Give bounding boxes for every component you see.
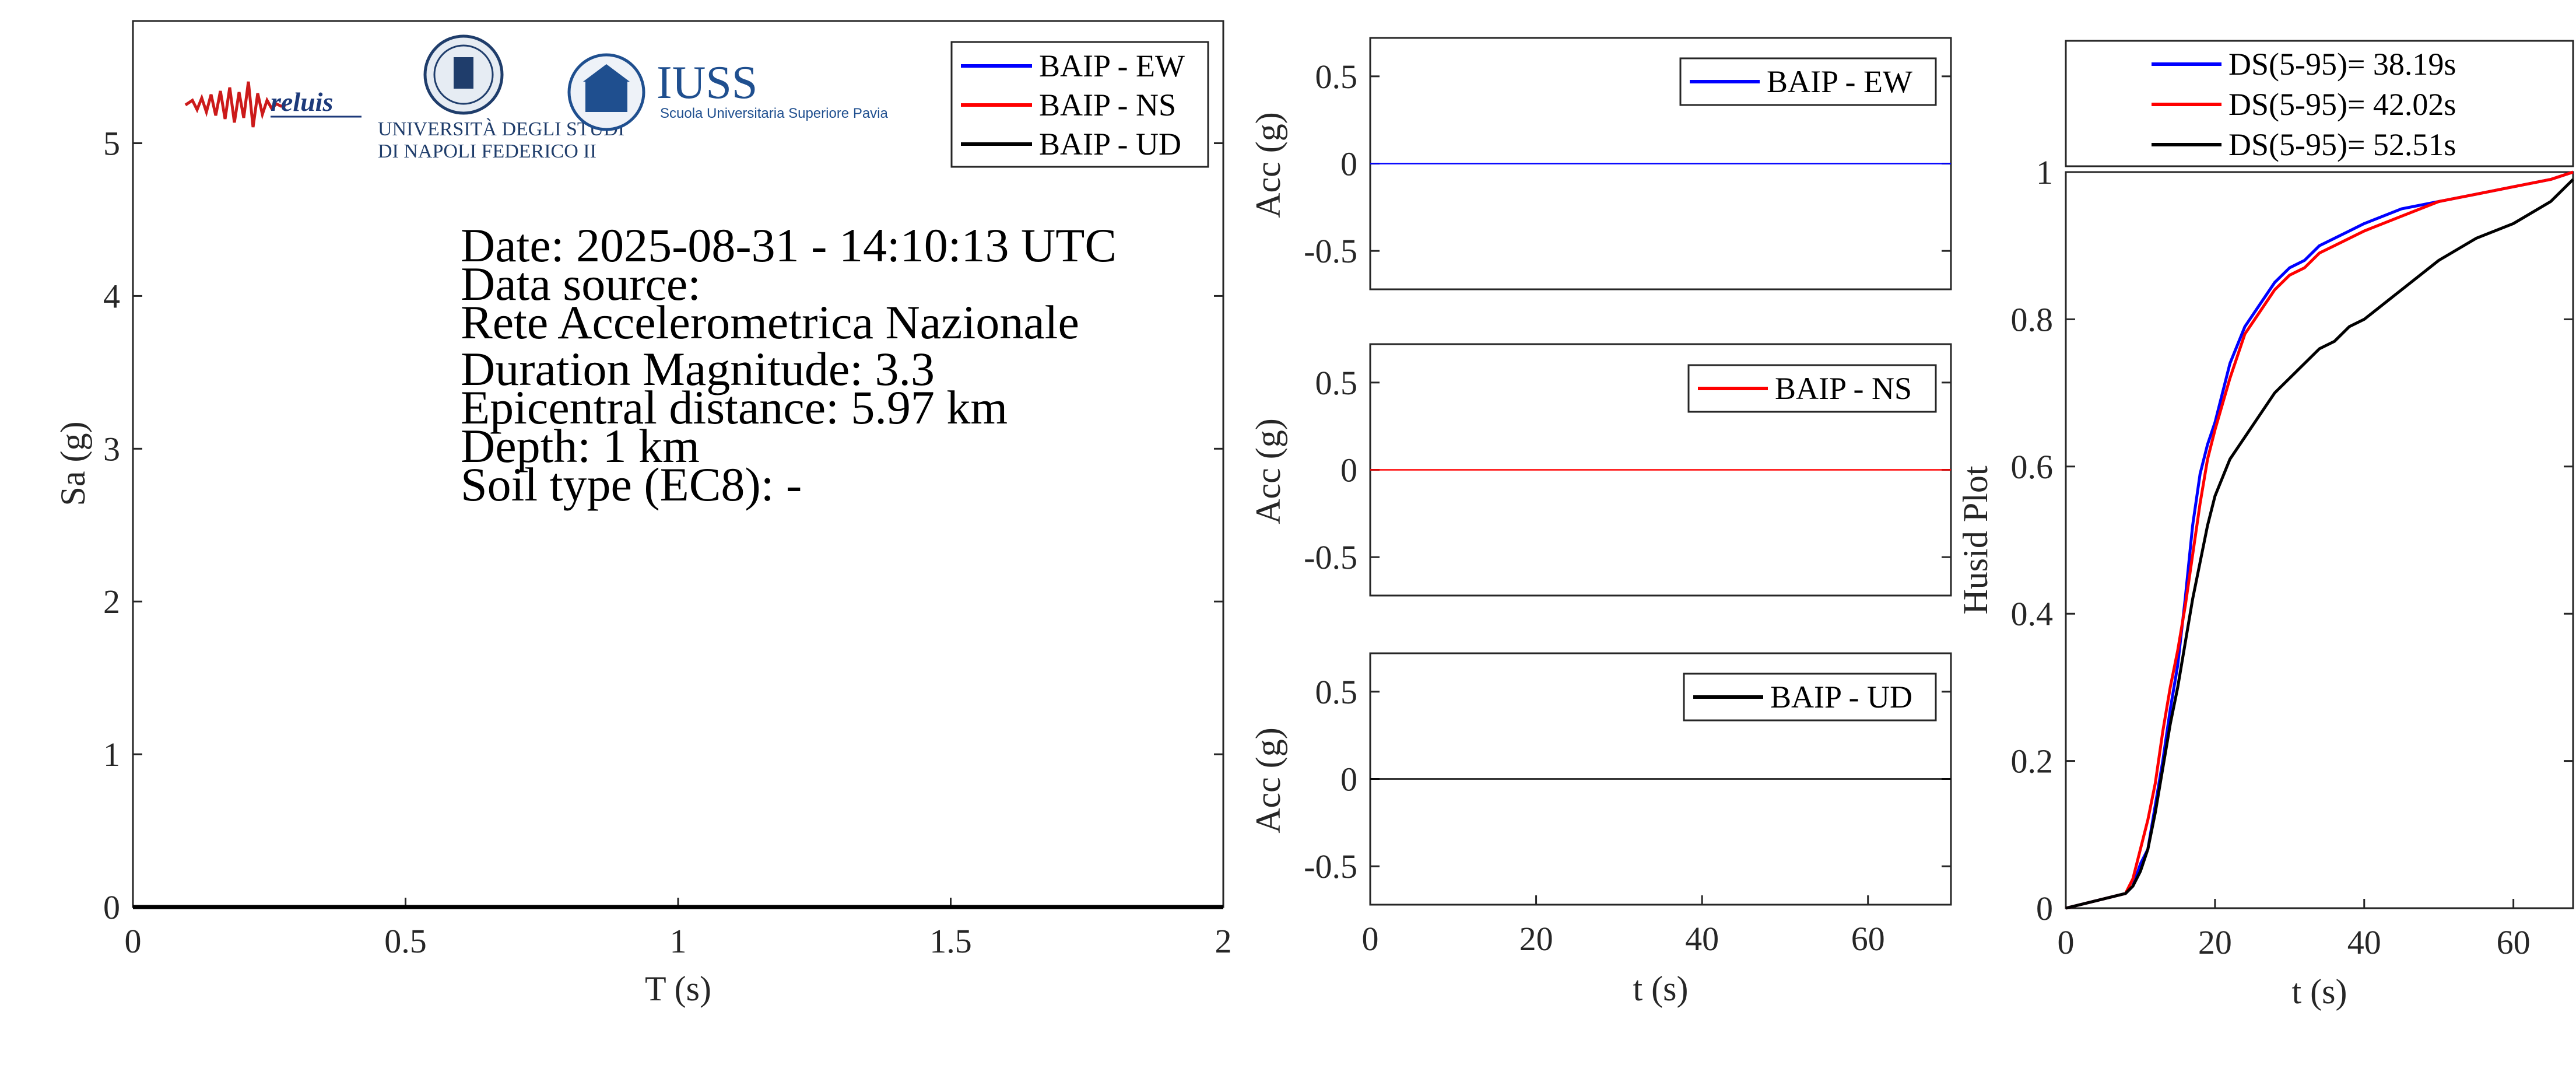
husid-x-axis-label: t (s) (2292, 972, 2347, 1011)
ew-y-tick-label: 0 (1340, 145, 1357, 183)
husid-x-tick-label: 0 (2058, 923, 2075, 961)
husid-x-tick-label: 20 (2198, 923, 2232, 961)
husid-series-line-1 (2065, 170, 2574, 910)
husid-y-axis-label: Husid Plot (1956, 465, 1995, 614)
ud-x-tick-label: 40 (1685, 920, 1719, 958)
ud-legend-label: BAIP - UD (1770, 680, 1912, 715)
iuss-emblem-building (585, 82, 627, 112)
husid-legend-box (2065, 40, 2574, 167)
husid-y-tick-label: 0.2 (2011, 743, 2054, 780)
event-info: Date: 2025-08-31 - 14:10:13 UTC Data sou… (461, 219, 1117, 511)
ew-y-axis-label: Acc (g) (1249, 112, 1287, 218)
ud-accelerogram-panel: -0.500.50 20 40 60 t (s) Acc (g) BAIP - UD (1249, 652, 1952, 1008)
spectrum-y-tick-label: 5 (103, 125, 120, 163)
iuss-logo-text: IUSS (657, 57, 757, 108)
husid-y-tick-label: 0.8 (2011, 300, 2054, 338)
husid-panel: 0 0.2 0.4 0.6 0.8 1 0 20 40 60 t (s) Husid Plot D… (1956, 40, 2574, 1011)
ns-ticks: -0.5 0 0.5 (1304, 364, 1951, 576)
husid-x-tick-label: 60 (2497, 923, 2531, 961)
ud-y-tick-label: 0.5 (1315, 673, 1358, 711)
ns-legend-label: BAIP - NS (1775, 371, 1912, 406)
unina-seal-figure (454, 57, 473, 89)
spectrum-y-axis-label: Sa (g) (54, 422, 92, 506)
spectrum-panel: 0 1 2 3 4 5 0 0.5 1 1.5 2 T (s) Sa (g) BAIP - EW B… (54, 20, 1232, 1008)
spectrum-legend: BAIP - EW BAIP - NS BAIP - UD (950, 41, 1209, 168)
spectrum-ticks: 0 1 2 3 4 5 0 0.5 1 1.5 2 (103, 125, 1232, 960)
husid-x-tick-label: 40 (2347, 923, 2381, 961)
ns-y-tick-label: -0.5 (1304, 538, 1357, 576)
husid-axes-frame (2065, 171, 2574, 909)
husid-y-tick-label: 0.6 (2011, 448, 2054, 486)
husid-series-line-0 (2065, 170, 2574, 910)
ns-y-axis-label: Acc (g) (1249, 418, 1287, 524)
ud-x-tick-label: 0 (1362, 920, 1379, 958)
reluis-logo-text: reluis (271, 87, 333, 117)
ns-legend: BAIP - NS (1687, 364, 1937, 413)
event-magnitude: Duration Magnitude: 3.3 (461, 342, 935, 395)
unina-logo-line-2: DI NAPOLI FEDERICO II (378, 141, 596, 162)
ud-y-tick-label: 0 (1340, 761, 1357, 799)
spectrum-x-tick-label: 1.5 (929, 922, 972, 960)
husid-y-tick-label: 1 (2036, 153, 2053, 191)
ud-x-axis-label: t (s) (1633, 969, 1689, 1008)
spectrum-x-tick-label: 0.5 (384, 922, 427, 960)
ew-y-tick-label: 0.5 (1315, 58, 1358, 96)
ud-legend: BAIP - UD (1683, 673, 1937, 722)
ew-accelerogram-panel: -0.5 0 0.5 Acc (g) BAIP - EW (1249, 37, 1952, 290)
husid-ticks: 0 0.2 0.4 0.6 0.8 1 0 20 40 60 (2011, 153, 2573, 961)
husid-legend-label-ew: DS(5-95)= 38.19s (2228, 47, 2456, 82)
event-depth: Depth: 1 km (461, 419, 700, 472)
ew-legend: BAIP - EW (1679, 57, 1937, 106)
spectrum-x-axis-label: T (s) (645, 969, 711, 1008)
ud-x-tick-label: 20 (1519, 920, 1553, 958)
husid-legend-label-ns: DS(5-95)= 42.02s (2228, 87, 2456, 122)
legend-label-ns: BAIP - NS (1039, 87, 1176, 122)
spectrum-y-tick-label: 0 (103, 888, 120, 926)
ew-legend-label: BAIP - EW (1767, 64, 1912, 99)
ew-ticks: -0.5 0 0.5 (1304, 58, 1951, 270)
event-distance: Epicentral distance: 5.97 km (461, 381, 1008, 434)
event-source-label: Data source: (461, 257, 701, 310)
event-source: Rete Accelerometrica Nazionale (461, 296, 1079, 349)
husid-y-tick-label: 0.4 (2011, 595, 2054, 633)
seismogram-icon (184, 81, 286, 128)
husid-y-tick-label: 0 (2036, 890, 2053, 927)
iuss-logo-subtitle: Scuola Universitaria Superiore Pavia (660, 106, 889, 121)
spectrum-y-tick-label: 2 (103, 583, 120, 621)
spectrum-y-tick-label: 3 (103, 430, 120, 468)
ns-y-tick-label: 0.5 (1315, 364, 1358, 402)
iuss-emblem-roof (583, 64, 630, 82)
husid-legend-label-ud: DS(5-95)= 52.51s (2228, 127, 2456, 162)
iuss-logo: IUSS Scuola Universitaria Superiore Pavi… (567, 53, 889, 131)
spectrum-y-tick-label: 4 (103, 277, 120, 315)
ns-y-tick-label: 0 (1340, 451, 1357, 489)
event-soil-type: Soil type (EC8): - (461, 458, 802, 511)
ud-y-axis-label: Acc (g) (1249, 727, 1287, 834)
ew-y-tick-label: -0.5 (1304, 232, 1357, 270)
ns-accelerogram-panel: -0.5 0 0.5 Acc (g) BAIP - NS (1249, 343, 1952, 597)
husid-series (2065, 170, 2574, 910)
spectrum-x-tick-label: 2 (1215, 922, 1232, 960)
reluis-logo: reluis (184, 81, 362, 128)
spectrum-x-tick-label: 1 (670, 922, 687, 960)
husid-legend: DS(5-95)= 38.19s DS(5-95)= 42.02s DS(5-9… (2065, 40, 2574, 167)
event-date: Date: 2025-08-31 - 14:10:13 UTC (461, 219, 1117, 272)
legend-label-ud: BAIP - UD (1039, 127, 1181, 162)
spectrum-x-tick-label: 0 (125, 922, 142, 960)
legend-label-ew: BAIP - EW (1039, 48, 1185, 83)
ud-y-tick-label: -0.5 (1304, 848, 1357, 885)
ud-x-tick-label: 60 (1851, 920, 1885, 958)
spectrum-y-tick-label: 1 (103, 736, 120, 773)
unina-seal-inner-ring (433, 44, 494, 105)
husid-series-line-2 (2065, 178, 2574, 910)
